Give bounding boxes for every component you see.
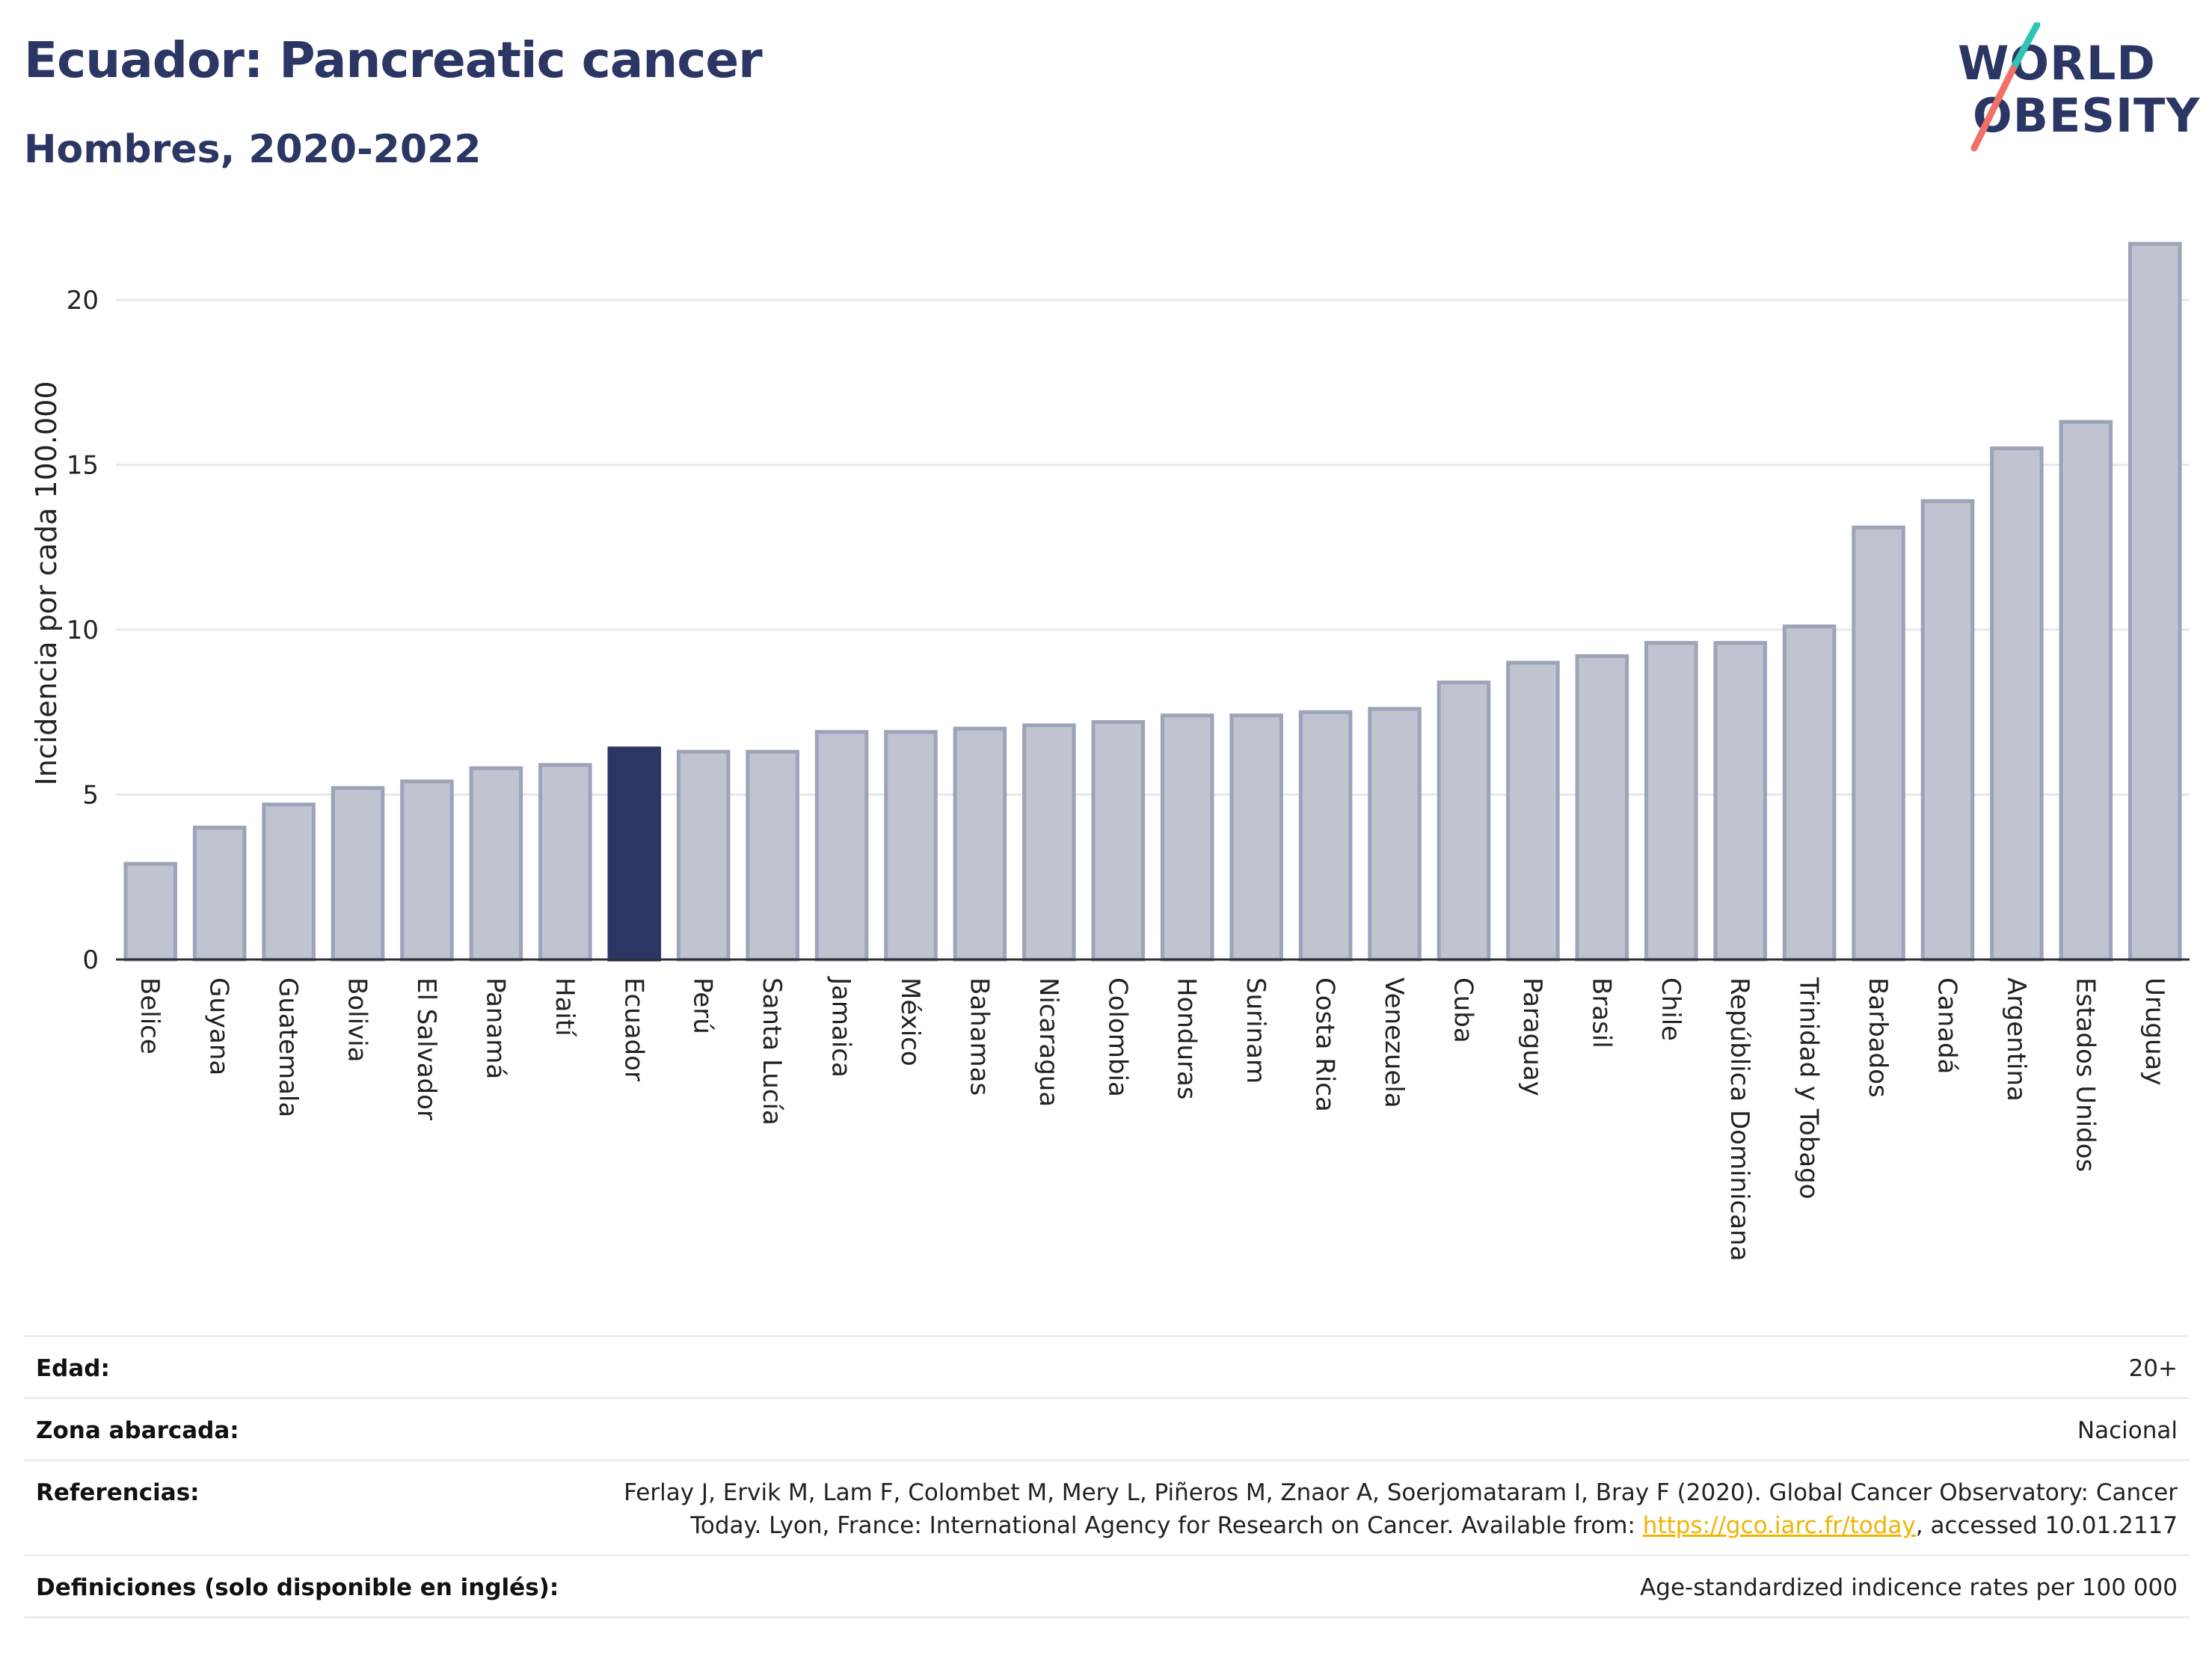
y-axis-label: Incidencia por cada 100.000: [30, 381, 63, 785]
y-tick-label: 15: [67, 451, 99, 481]
y-tick-label: 5: [82, 781, 99, 811]
chart-title: Ecuador: Pancreatic cancer: [24, 31, 763, 89]
x-tick-label: Brasil: [1586, 977, 1616, 1048]
x-tick-label: Guyana: [204, 977, 234, 1075]
y-tick-label: 0: [82, 945, 99, 975]
world-obesity-logo: WORLD OBESITY: [1944, 22, 2199, 165]
info-row-zona: Zona abarcada: Nacional: [24, 1397, 2190, 1459]
y-tick-label: 10: [67, 615, 99, 645]
bar: [676, 749, 731, 962]
edad-value: 20+: [2128, 1355, 2178, 1382]
bar: [1298, 710, 1353, 962]
x-tick-label: Santa Lucía: [757, 977, 787, 1126]
bar: [884, 730, 938, 962]
bar: [1160, 713, 1214, 962]
x-tick-label: Honduras: [1172, 977, 1202, 1100]
ref-line1: Ferlay J, Ervik M, Lam F, Colombet M, Me…: [624, 1479, 2178, 1506]
ref-line2: Today. Lyon, France: International Agenc…: [624, 1509, 2178, 1542]
chart-subtitle: Hombres, 2020-2022: [24, 127, 482, 172]
info-row-edad: Edad: 20+: [24, 1335, 2190, 1397]
x-tick-label: Argentina: [2001, 977, 2031, 1102]
edad-label: Edad:: [36, 1355, 110, 1382]
x-tick-label: Costa Rica: [1310, 977, 1340, 1112]
ref-link[interactable]: https://gco.iarc.fr/today: [1642, 1512, 1916, 1539]
bar: [1229, 713, 1283, 962]
bar: [262, 802, 316, 962]
bar: [1575, 654, 1629, 962]
bar: [1091, 719, 1146, 962]
x-tick-label: El Salvador: [411, 977, 441, 1120]
bar: [953, 726, 1007, 962]
x-tick-label: Venezuela: [1379, 977, 1409, 1108]
bar: [814, 730, 869, 962]
x-tick-label: Guatemala: [273, 977, 303, 1117]
x-tick-label: Belice: [135, 977, 165, 1054]
bar: [1852, 525, 1905, 962]
x-tick-label: Ecuador: [618, 977, 648, 1081]
referencias-value: Ferlay J, Ervik M, Lam F, Colombet M, Me…: [624, 1476, 2178, 1542]
definiciones-label: Definiciones (solo disponible en inglés)…: [36, 1574, 559, 1601]
x-tick-label: República Dominicana: [1724, 977, 1754, 1261]
logo-slash-icon: [1970, 22, 2041, 152]
bar: [746, 749, 799, 962]
bar: [1990, 446, 2044, 962]
x-tick-label: Panamá: [480, 977, 510, 1079]
info-row-definiciones: Definiciones (solo disponible en inglés)…: [24, 1554, 2190, 1618]
info-table: Edad: 20+ Zona abarcada: Nacional Refere…: [24, 1335, 2190, 1618]
x-tick-label: Paraguay: [1517, 977, 1547, 1096]
bar: [2059, 420, 2113, 962]
bar: [1368, 707, 1422, 962]
x-tick-label: Bolivia: [342, 977, 372, 1062]
x-tick-label: Cuba: [1448, 977, 1478, 1043]
bar: [2128, 242, 2182, 962]
logo-line1: WORLD: [1958, 36, 2156, 90]
ref-line2-pre: Today. Lyon, France: International Agenc…: [690, 1512, 1643, 1539]
x-tick-label: Colombia: [1102, 977, 1132, 1097]
bar: [1644, 641, 1698, 962]
bar: [1920, 499, 1975, 962]
bar: [538, 763, 592, 962]
x-tick-label: México: [895, 977, 925, 1066]
x-tick-label: Barbados: [1863, 977, 1893, 1098]
bar: [1437, 681, 1491, 962]
ref-line2-post: , accessed 10.01.2117: [1915, 1512, 2178, 1539]
zona-value: Nacional: [2077, 1417, 2178, 1444]
bar: [469, 766, 523, 962]
x-tick-label: Surinam: [1241, 977, 1271, 1084]
y-tick-label: 20: [67, 286, 99, 316]
x-tick-label: Estados Unidos: [2070, 977, 2100, 1172]
bar: [607, 746, 662, 962]
x-tick-label: Jamaica: [826, 976, 856, 1078]
x-tick-label: Chile: [1656, 977, 1686, 1041]
logo-line2: OBESITY: [1973, 88, 2201, 143]
bar: [1782, 624, 1837, 962]
x-tick-label: Uruguay: [2139, 977, 2169, 1086]
bar: [331, 786, 385, 962]
x-tick-label: Nicaragua: [1033, 977, 1063, 1107]
x-tick-label: Perú: [688, 977, 718, 1034]
bar: [1713, 641, 1767, 962]
bar: [192, 826, 247, 962]
x-tick-label: Haití: [550, 977, 580, 1037]
referencias-label: Referencias:: [36, 1479, 200, 1506]
x-tick-label: Bahamas: [964, 977, 994, 1096]
x-tick-label: Canadá: [1932, 977, 1961, 1074]
info-row-referencias: Referencias: Ferlay J, Ervik M, Lam F, C…: [24, 1459, 2190, 1554]
bar: [1022, 723, 1076, 962]
bar-chart: 0 5 10 15 20 Incidencia por cada 100.000 Belic…: [30, 242, 2190, 1261]
bar: [123, 862, 177, 962]
definiciones-value: Age-standardized indicence rates per 100…: [1640, 1574, 2178, 1601]
bar: [400, 779, 454, 962]
zona-label: Zona abarcada:: [36, 1417, 239, 1444]
x-tick-label: Trinidad y Tobago: [1794, 977, 1824, 1200]
bar: [1506, 660, 1560, 962]
